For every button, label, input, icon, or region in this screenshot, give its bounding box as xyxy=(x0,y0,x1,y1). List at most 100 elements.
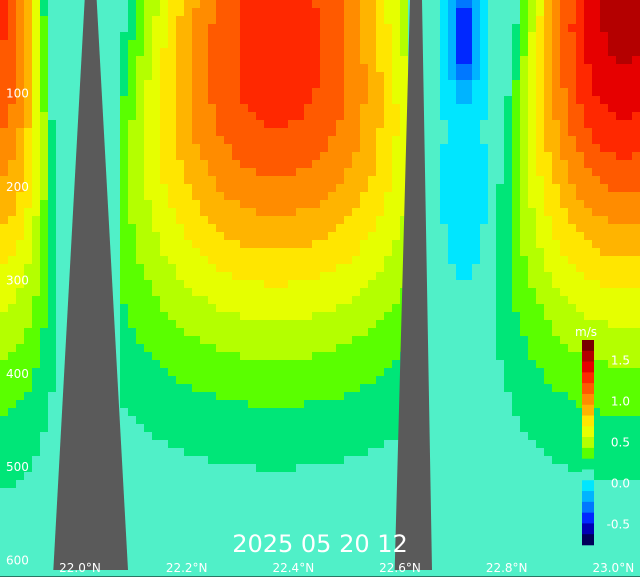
field-cell xyxy=(536,104,545,113)
field-cell xyxy=(232,256,241,265)
field-cell xyxy=(344,448,353,457)
field-cell xyxy=(448,216,457,225)
field-cell xyxy=(312,440,321,449)
field-cell xyxy=(176,0,185,9)
field-cell xyxy=(272,152,281,161)
field-cell xyxy=(296,192,305,201)
field-cell xyxy=(296,224,305,233)
field-cell xyxy=(280,16,289,25)
field-cell xyxy=(184,376,193,385)
field-cell xyxy=(40,344,49,353)
field-cell xyxy=(464,392,473,401)
field-cell xyxy=(536,400,545,409)
field-cell xyxy=(160,72,169,81)
field-cell xyxy=(216,216,225,225)
field-cell xyxy=(136,280,145,289)
field-cell xyxy=(200,456,209,465)
field-cell xyxy=(160,320,169,329)
field-cell xyxy=(216,320,225,329)
field-cell xyxy=(224,280,233,289)
field-cell xyxy=(384,336,393,345)
field-cell xyxy=(208,200,217,209)
field-cell xyxy=(536,240,545,249)
field-cell xyxy=(184,56,193,65)
field-cell xyxy=(120,88,129,97)
field-cell xyxy=(464,72,473,81)
field-cell xyxy=(432,392,441,401)
field-cell xyxy=(192,256,201,265)
field-cell xyxy=(328,152,337,161)
field-cell xyxy=(16,80,25,89)
field-cell xyxy=(120,304,129,313)
field-cell xyxy=(384,184,393,193)
field-cell xyxy=(448,296,457,305)
field-cell xyxy=(304,312,313,321)
field-cell xyxy=(432,16,441,25)
field-cell xyxy=(504,320,513,329)
field-cell xyxy=(16,0,25,9)
field-cell xyxy=(72,128,81,137)
field-cell xyxy=(264,248,273,257)
field-cell xyxy=(392,192,401,201)
field-cell xyxy=(512,184,521,193)
field-cell xyxy=(152,448,161,457)
field-cell xyxy=(496,16,505,25)
field-cell xyxy=(480,152,489,161)
field-cell xyxy=(40,424,49,433)
field-cell xyxy=(464,368,473,377)
field-cell xyxy=(40,16,49,25)
field-cell xyxy=(400,96,409,105)
field-cell xyxy=(392,128,401,137)
field-cell xyxy=(168,192,177,201)
field-cell xyxy=(504,472,513,481)
field-cell xyxy=(0,56,9,65)
field-cell xyxy=(328,392,337,401)
field-cell xyxy=(272,40,281,49)
field-cell xyxy=(224,504,233,513)
field-cell xyxy=(280,232,289,241)
field-cell xyxy=(176,240,185,249)
field-cell xyxy=(48,192,57,201)
field-cell xyxy=(40,32,49,41)
field-cell xyxy=(24,368,33,377)
field-cell xyxy=(528,496,537,505)
field-cell xyxy=(424,144,433,153)
field-cell xyxy=(248,344,257,353)
field-cell xyxy=(376,368,385,377)
field-cell xyxy=(344,160,353,169)
field-cell xyxy=(472,104,481,113)
field-cell xyxy=(504,464,513,473)
field-cell xyxy=(472,32,481,41)
field-cell xyxy=(8,88,17,97)
field-cell xyxy=(136,200,145,209)
field-cell xyxy=(0,424,9,433)
field-cell xyxy=(320,112,329,121)
field-cell xyxy=(256,112,265,121)
field-cell xyxy=(248,408,257,417)
field-cell xyxy=(520,264,529,273)
field-cell xyxy=(464,112,473,121)
field-cell xyxy=(152,440,161,449)
field-cell xyxy=(456,312,465,321)
field-cell xyxy=(176,24,185,33)
field-cell xyxy=(0,320,9,329)
field-cell xyxy=(128,88,137,97)
field-cell xyxy=(144,136,153,145)
field-cell xyxy=(296,288,305,297)
field-cell xyxy=(376,160,385,169)
field-cell xyxy=(392,104,401,113)
field-cell xyxy=(528,168,537,177)
field-cell xyxy=(192,520,201,529)
field-cell xyxy=(224,384,233,393)
field-cell xyxy=(72,16,81,25)
field-cell xyxy=(464,320,473,329)
field-cell xyxy=(464,16,473,25)
field-cell xyxy=(312,120,321,129)
field-cell xyxy=(40,112,49,121)
field-cell xyxy=(528,384,537,393)
field-cell xyxy=(528,272,537,281)
field-cell xyxy=(352,208,361,217)
field-cell xyxy=(360,560,369,569)
field-cell xyxy=(456,560,465,569)
field-cell xyxy=(520,368,529,377)
